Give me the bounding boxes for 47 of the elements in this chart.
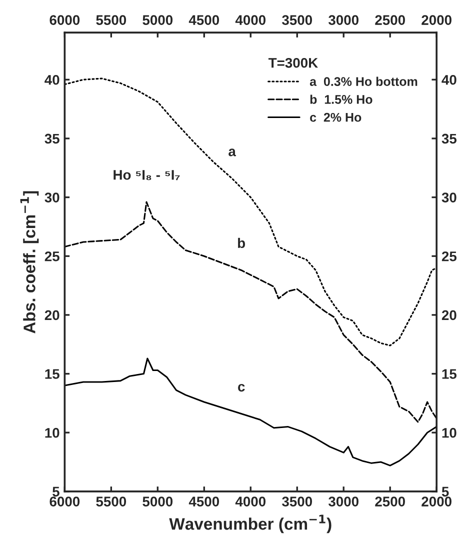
x2-tick-label: 2000 [422,15,452,25]
x-tick-label: 5500 [96,496,126,506]
y2-tick-label: 30 [442,192,456,202]
y2-tick-label: 5 [442,486,449,497]
x-tick-label: 5000 [142,496,173,506]
x2-tick-label: 4000 [235,15,266,25]
x-tick-label: 3500 [282,496,312,506]
y-tick-label: 10 [45,428,60,438]
legend-label: c 2% Ho [310,112,362,122]
x-tick-label: 4000 [235,496,266,506]
x2-tick-label: 3500 [282,15,312,25]
y2-tick-label: 10 [442,428,456,438]
y-tick-label: 20 [44,310,60,320]
line-series [64,201,437,423]
line-series [64,358,437,466]
annotation: Ho ⁵I₈ - ⁵I₇ [114,170,180,180]
y-tick-label: 5 [52,486,60,497]
legend-label: b 1.5% Ho [310,94,372,104]
x-tick-label: 2000 [422,496,452,506]
annotation: b [238,238,246,248]
y-tick-label: 35 [44,134,60,144]
y2-tick-label: 15 [442,369,457,379]
x2-tick-label: 6000 [50,15,80,25]
x-tick-label: 2500 [375,496,405,506]
x-tick-label: 3000 [328,496,358,506]
y2-tick-label: 20 [442,310,456,320]
line-series [64,78,437,346]
x2-tick-label: 2500 [375,15,405,25]
x-tick-label: 4500 [188,496,220,506]
x2-tick-label: 5000 [142,15,173,25]
y2-tick-label: 35 [442,134,457,144]
y-tick-label: 15 [45,369,60,379]
x-tick-label: 6000 [50,496,80,506]
legend-label: a 0.3% Ho bottom [310,76,418,86]
y-tick-label: 30 [44,192,60,202]
annotation: a [228,148,236,156]
x-axis-title: Wavenumber (cm$^{−1}$) [169,514,332,534]
y-tick-label: 25 [44,251,60,262]
x2-tick-label: 4500 [188,15,220,25]
annotation: c [238,384,245,392]
x2-tick-label: 3000 [328,15,358,25]
y-axis-title: Abs. coeff. [cm$^{−1}$] [20,191,39,334]
x2-tick-label: 5500 [96,15,126,25]
y2-tick-label: 25 [442,251,457,262]
y-tick-label: 40 [44,74,60,85]
y2-tick-label: 40 [442,74,456,85]
legend-title: T=300K [268,58,318,68]
